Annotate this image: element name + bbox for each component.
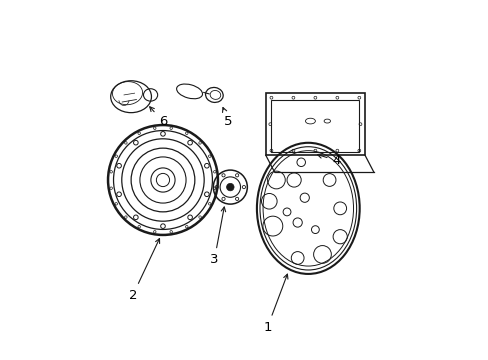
Bar <box>271 100 359 152</box>
Text: 3: 3 <box>210 207 225 266</box>
Bar <box>265 93 364 155</box>
Text: 1: 1 <box>263 274 287 334</box>
Text: 4: 4 <box>317 154 340 167</box>
Text: 2: 2 <box>128 239 159 302</box>
Text: 5: 5 <box>222 108 232 128</box>
Text: 6: 6 <box>149 107 167 128</box>
Ellipse shape <box>226 183 234 191</box>
